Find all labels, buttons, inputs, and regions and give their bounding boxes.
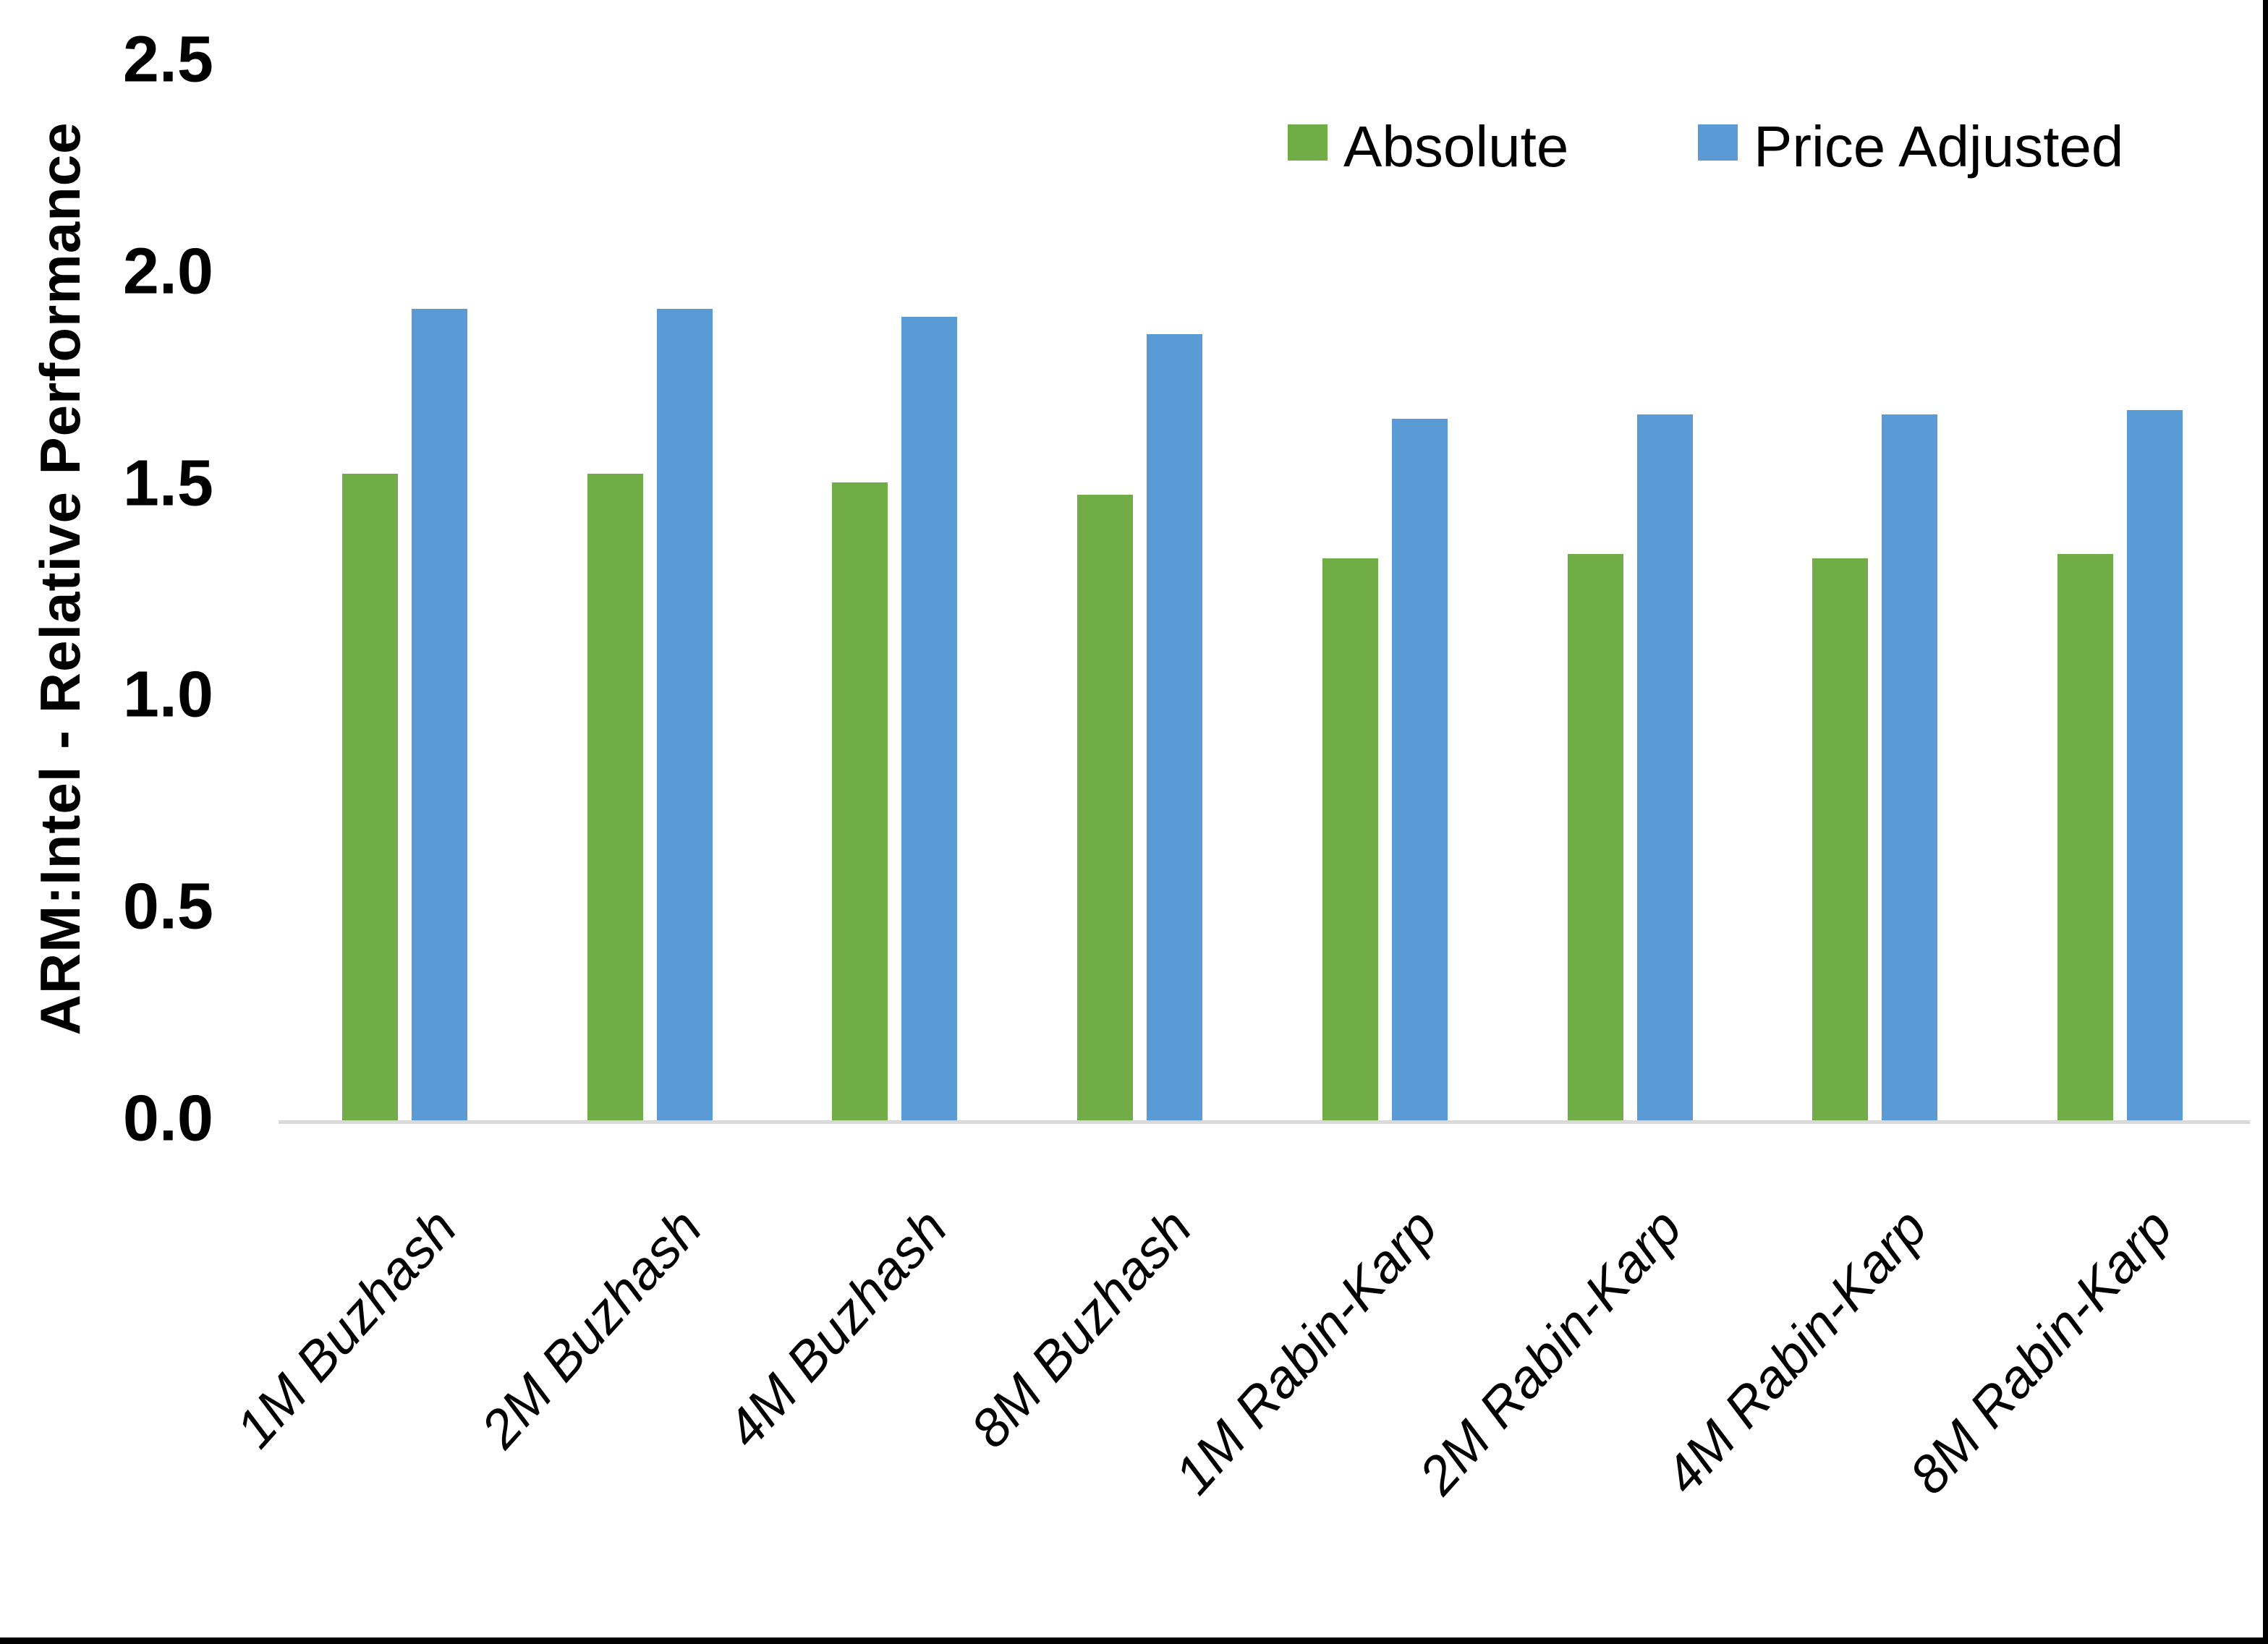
bar-price-adjusted-1m-rabin-karp bbox=[1392, 419, 1448, 1122]
bar-absolute-1m-buzhash bbox=[342, 474, 398, 1122]
x-category-label-4m-rabin-karp: 4M Rabin-Karp bbox=[1652, 1197, 1939, 1506]
x-category-label-4m-buzhash: 4M Buzhash bbox=[714, 1197, 959, 1459]
bar-absolute-4m-buzhash bbox=[832, 482, 888, 1122]
y-tick-label-2.5: 2.5 bbox=[122, 23, 213, 96]
x-category-label-2m-rabin-karp: 2M Rabin-Karp bbox=[1407, 1197, 1694, 1506]
bar-price-adjusted-8m-buzhash bbox=[1147, 334, 1202, 1122]
plot-area bbox=[282, 63, 2243, 1122]
y-tick-label-1.5: 1.5 bbox=[122, 446, 213, 519]
bar-price-adjusted-4m-buzhash bbox=[901, 317, 957, 1122]
legend-swatch-absolute bbox=[1288, 124, 1328, 161]
x-category-label-8m-buzhash: 8M Buzhash bbox=[959, 1197, 1204, 1459]
bar-price-adjusted-1m-buzhash bbox=[412, 309, 467, 1122]
x-category-label-2m-buzhash: 2M Buzhash bbox=[469, 1197, 713, 1459]
y-tick-label-0.0: 0.0 bbox=[122, 1082, 213, 1155]
x-category-label-1m-buzhash: 1M Buzhash bbox=[224, 1197, 468, 1459]
bar-absolute-2m-buzhash bbox=[587, 474, 643, 1122]
y-tick-label-0.5: 0.5 bbox=[122, 870, 213, 943]
y-tick-label-2.0: 2.0 bbox=[122, 235, 213, 308]
legend-label-absolute: Absolute bbox=[1343, 114, 1569, 179]
bar-price-adjusted-2m-rabin-karp bbox=[1637, 414, 1693, 1122]
bar-price-adjusted-8m-rabin-karp bbox=[2127, 410, 2183, 1122]
page-border-right bbox=[2263, 0, 2268, 1644]
x-category-label-1m-rabin-karp: 1M Rabin-Karp bbox=[1163, 1197, 1448, 1506]
x-axis-line bbox=[279, 1120, 2250, 1124]
legend-swatch-price-adjusted bbox=[1698, 124, 1738, 161]
bar-absolute-8m-rabin-karp bbox=[2057, 554, 2113, 1122]
y-axis-title: ARM:Intel - Relative Performance bbox=[28, 122, 92, 1036]
legend-label-price-adjusted: Price Adjusted bbox=[1754, 114, 2124, 179]
y-tick-label-1.0: 1.0 bbox=[122, 658, 213, 731]
bar-absolute-8m-buzhash bbox=[1077, 495, 1133, 1122]
bar-absolute-1m-rabin-karp bbox=[1322, 558, 1378, 1122]
bar-absolute-2m-rabin-karp bbox=[1568, 554, 1623, 1122]
x-category-label-8m-rabin-karp: 8M Rabin-Karp bbox=[1898, 1197, 2184, 1506]
bar-price-adjusted-4m-rabin-karp bbox=[1882, 414, 1937, 1122]
bar-price-adjusted-2m-buzhash bbox=[657, 309, 713, 1122]
page-border-bottom bbox=[0, 1637, 2268, 1644]
bar-absolute-4m-rabin-karp bbox=[1812, 558, 1868, 1122]
